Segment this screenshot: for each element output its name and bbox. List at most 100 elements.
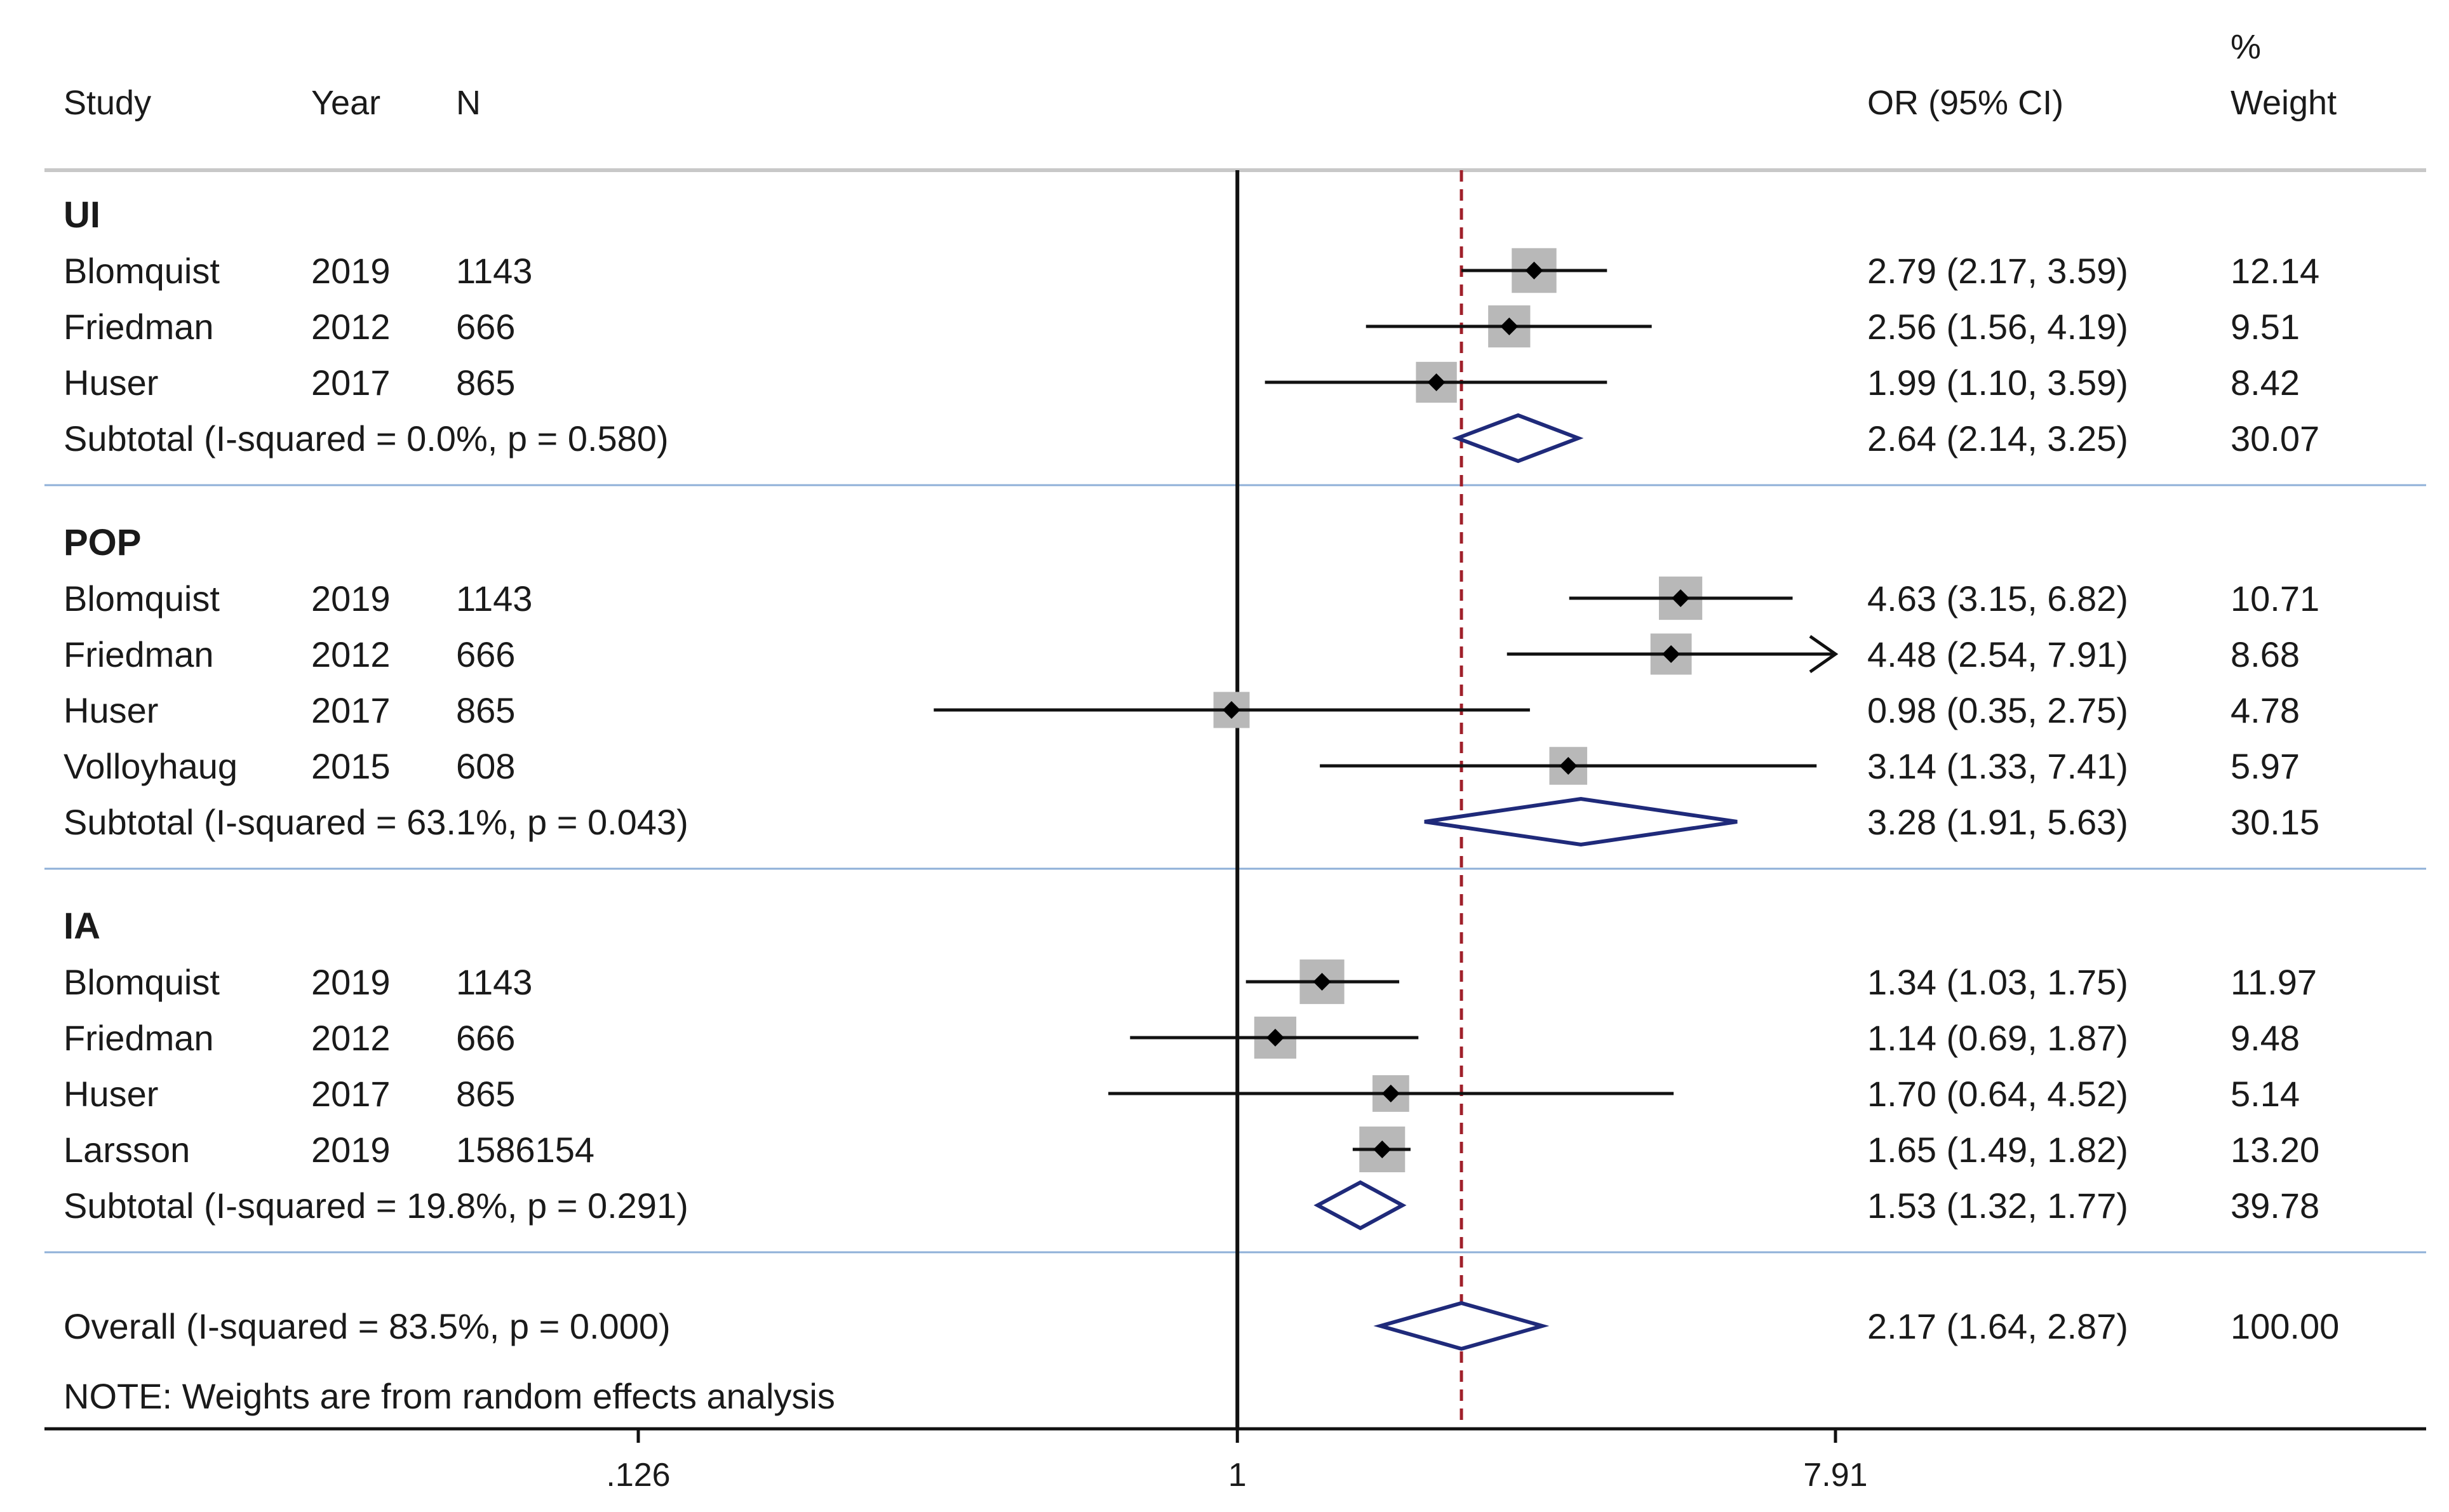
group-label: IA xyxy=(64,906,100,947)
study-year: 2012 xyxy=(311,634,391,674)
study-n: 865 xyxy=(456,363,515,403)
study-n: 666 xyxy=(456,634,515,674)
study-or: 1.14 (0.69, 1.87) xyxy=(1867,1018,2128,1058)
axis-tick-label: 7.91 xyxy=(1803,1457,1867,1494)
study-or: 4.63 (3.15, 6.82) xyxy=(1867,579,2128,619)
study-or: 3.14 (1.33, 7.41) xyxy=(1867,746,2128,786)
study-name: Blomquist xyxy=(64,251,220,291)
header-weight-percent: % xyxy=(2231,28,2261,66)
study-n: 1143 xyxy=(456,962,532,1002)
study-weight: 5.97 xyxy=(2231,746,2300,786)
study-weight: 11.97 xyxy=(2231,962,2317,1002)
study-weight: 8.42 xyxy=(2231,363,2300,403)
study-weight: 4.78 xyxy=(2231,690,2300,730)
study-n: 865 xyxy=(456,1074,515,1114)
study-name: Volloyhaug xyxy=(64,746,238,786)
header-weight: Weight xyxy=(2231,84,2337,122)
subtotal-label: Subtotal (I-squared = 19.8%, p = 0.291) xyxy=(64,1186,688,1226)
study-rows: UI Blomquist 2019 1143 2.79 (2.17, 3.59) 12.1… xyxy=(64,194,2339,1346)
header-year: Year xyxy=(311,84,380,122)
subtotal-diamond xyxy=(1452,413,1584,464)
study-year: 2012 xyxy=(311,307,391,347)
axis-tick-label: .126 xyxy=(606,1457,670,1494)
point-estimate xyxy=(1559,757,1578,775)
effect-marks xyxy=(934,248,1839,1351)
point-estimate xyxy=(1500,318,1519,335)
ci-arrow xyxy=(1809,634,1839,674)
study-year: 2019 xyxy=(311,579,391,619)
study-year: 2015 xyxy=(311,746,391,786)
point-estimate xyxy=(1266,1029,1284,1047)
study-n: 1143 xyxy=(456,579,532,619)
study-weight: 8.68 xyxy=(2231,634,2300,674)
subtotal-diamond xyxy=(1313,1180,1407,1231)
subtotal-label: Subtotal (I-squared = 0.0%, p = 0.580) xyxy=(64,418,669,458)
subtotal-diamond xyxy=(1424,796,1738,847)
study-name: Huser xyxy=(64,363,158,403)
study-name: Friedman xyxy=(64,307,214,347)
study-name: Friedman xyxy=(64,634,214,674)
study-n: 1143 xyxy=(456,251,532,291)
study-name: Blomquist xyxy=(64,579,220,619)
footnote: NOTE: Weights are from random effects an… xyxy=(64,1376,835,1416)
study-year: 2017 xyxy=(311,363,391,403)
overall-diamond xyxy=(1373,1301,1550,1351)
overall-or: 2.17 (1.64, 2.87) xyxy=(1867,1306,2128,1346)
study-name: Larsson xyxy=(64,1130,190,1170)
study-weight: 13.20 xyxy=(2231,1130,2319,1170)
study-or: 1.34 (1.03, 1.75) xyxy=(1867,962,2128,1002)
overall-weight: 100.00 xyxy=(2231,1306,2339,1346)
point-estimate xyxy=(1373,1141,1392,1158)
subtotal-or: 2.64 (2.14, 3.25) xyxy=(1867,418,2128,458)
header-n: N xyxy=(456,84,481,122)
study-or: 2.79 (2.17, 3.59) xyxy=(1867,251,2128,291)
study-or: 4.48 (2.54, 7.91) xyxy=(1867,634,2128,674)
study-or: 0.98 (0.35, 2.75) xyxy=(1867,690,2128,730)
header-study: Study xyxy=(64,84,151,122)
table-header: Study Year N OR (95% CI) % Weight xyxy=(64,28,2337,122)
point-estimate xyxy=(1313,973,1331,991)
study-weight: 12.14 xyxy=(2231,251,2319,291)
study-or: 2.56 (1.56, 4.19) xyxy=(1867,307,2128,347)
study-year: 2019 xyxy=(311,962,391,1002)
study-weight: 9.48 xyxy=(2231,1018,2300,1058)
study-weight: 10.71 xyxy=(2231,579,2319,619)
study-year: 2017 xyxy=(311,1074,391,1114)
study-year: 2019 xyxy=(311,1130,391,1170)
study-name: Huser xyxy=(64,690,158,730)
point-estimate xyxy=(1427,373,1446,391)
group-label: UI xyxy=(64,194,100,236)
subtotal-weight: 30.15 xyxy=(2231,802,2319,842)
subtotal-label: Subtotal (I-squared = 63.1%, p = 0.043) xyxy=(64,802,688,842)
group-label: POP xyxy=(64,522,142,563)
study-n: 1586154 xyxy=(456,1130,594,1170)
study-or: 1.99 (1.10, 3.59) xyxy=(1867,363,2128,403)
study-weight: 9.51 xyxy=(2231,307,2300,347)
study-name: Blomquist xyxy=(64,962,220,1002)
subtotal-or: 1.53 (1.32, 1.77) xyxy=(1867,1186,2128,1226)
study-or: 1.70 (0.64, 4.52) xyxy=(1867,1074,2128,1114)
header-or: OR (95% CI) xyxy=(1867,84,2063,122)
study-weight: 5.14 xyxy=(2231,1074,2300,1114)
study-n: 608 xyxy=(456,746,515,786)
subtotal-or: 3.28 (1.91, 5.63) xyxy=(1867,802,2128,842)
axis-tick-label: 1 xyxy=(1228,1457,1247,1494)
study-n: 865 xyxy=(456,690,515,730)
study-year: 2019 xyxy=(311,251,391,291)
study-year: 2017 xyxy=(311,690,391,730)
point-estimate xyxy=(1525,262,1543,279)
study-name: Huser xyxy=(64,1074,158,1114)
group-separators xyxy=(44,484,2426,1254)
study-or: 1.65 (1.49, 1.82) xyxy=(1867,1130,2128,1170)
subtotal-weight: 39.78 xyxy=(2231,1186,2319,1226)
point-estimate xyxy=(1662,645,1681,663)
x-axis: .126 1 7.91 xyxy=(44,1427,2426,1494)
subtotal-weight: 30.07 xyxy=(2231,418,2319,458)
study-year: 2012 xyxy=(311,1018,391,1058)
reference-lines xyxy=(1235,170,1463,1429)
study-name: Friedman xyxy=(64,1018,214,1058)
point-estimate xyxy=(1381,1085,1400,1102)
study-n: 666 xyxy=(456,1018,515,1058)
point-estimate xyxy=(1672,589,1690,607)
